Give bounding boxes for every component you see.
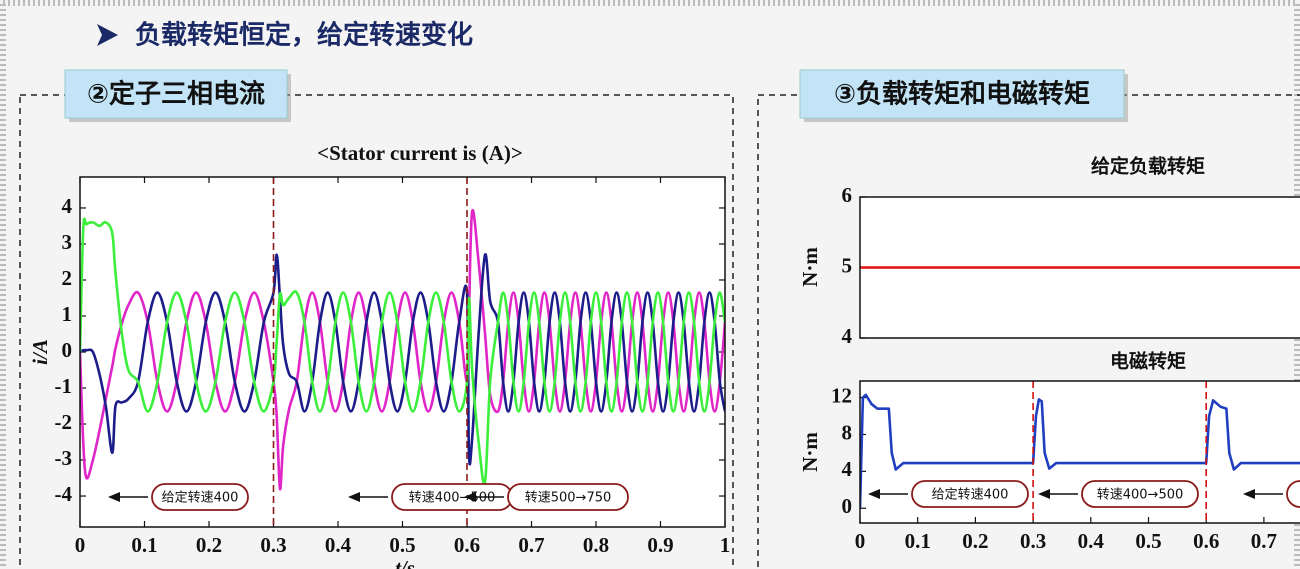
x-tick-label: 0.6 xyxy=(1193,529,1219,553)
chart-title: 给定负载转矩 xyxy=(1091,155,1205,178)
plot-frame xyxy=(79,176,726,528)
y-tick-label: 8 xyxy=(842,420,853,444)
x-tick-label: 0.3 xyxy=(260,533,286,557)
annotation-arrowhead xyxy=(1243,489,1255,499)
y-tick-label: 3 xyxy=(62,230,73,254)
y-tick-label: 12 xyxy=(831,383,852,407)
chart-title: <Stator current is (A)> xyxy=(317,141,523,165)
annotation: 转速400→500 xyxy=(409,491,496,506)
x-tick-label: 0.7 xyxy=(1251,529,1277,553)
y-axis-label: N·m xyxy=(798,247,822,287)
x-tick-label: 0 xyxy=(855,529,866,553)
y-tick-label: -3 xyxy=(55,446,73,470)
annotation-box xyxy=(1081,480,1199,508)
plot-frame xyxy=(859,196,1300,339)
x-tick-label: 0.2 xyxy=(962,529,988,553)
x-tick-label: 0.4 xyxy=(325,533,352,557)
annotation: 给定转速400 xyxy=(932,488,1009,503)
y-tick-label: 2 xyxy=(62,266,73,290)
x-tick-label: 0.4 xyxy=(1078,529,1105,553)
y-tick-label: 4 xyxy=(62,194,73,218)
y-tick-label: 6 xyxy=(842,183,853,207)
x-tick-label: 1 xyxy=(720,533,731,557)
y-tick-label: -2 xyxy=(55,410,73,434)
y-axis-label: N·m xyxy=(798,432,822,472)
series-line xyxy=(80,217,725,485)
annotation: 给定转速400 xyxy=(162,491,239,506)
annotation-arrowhead xyxy=(108,492,120,502)
x-tick-label: 0.5 xyxy=(1135,529,1161,553)
series-line xyxy=(860,393,1300,509)
x-tick-label: 0.6 xyxy=(454,533,480,557)
y-tick-label: -1 xyxy=(55,374,73,398)
series-line xyxy=(80,208,725,491)
plot-layer xyxy=(860,393,1300,509)
annotation-arrowhead xyxy=(464,492,476,502)
x-tick-label: 0.7 xyxy=(518,533,544,557)
x-tick-label: 0.2 xyxy=(196,533,222,557)
y-tick-label: 0 xyxy=(62,338,73,362)
y-tick-label: 5 xyxy=(842,253,853,277)
annotation-box xyxy=(507,483,629,511)
annotation-arrowhead xyxy=(348,492,360,502)
panel-title-box xyxy=(64,69,288,119)
page-title: 负载转矩恒定，给定转速变化 xyxy=(135,20,473,51)
x-tick-label: 0.9 xyxy=(647,533,673,557)
annotation: 转速400→500 xyxy=(1097,488,1184,503)
x-tick-label: 0.1 xyxy=(131,533,157,557)
x-tick-label: 0.3 xyxy=(1020,529,1046,553)
x-tick-label: 0.1 xyxy=(905,529,931,553)
annotation-box xyxy=(151,483,249,511)
x-tick-label: 0.5 xyxy=(389,533,415,557)
plot-frame xyxy=(859,380,1300,524)
panel-frame xyxy=(19,94,734,569)
y-axis-label: i/A xyxy=(28,339,52,365)
annotation-box xyxy=(911,480,1029,508)
panel-title: ③负载转矩和电磁转矩 xyxy=(834,79,1090,110)
annotation-arrowhead xyxy=(868,489,880,499)
chart-title: 电磁转矩 xyxy=(1110,350,1186,373)
annotation-box xyxy=(1286,480,1300,508)
y-tick-label: 4 xyxy=(842,457,853,481)
x-tick-label: 0.8 xyxy=(583,533,609,557)
y-tick-label: 1 xyxy=(62,302,73,326)
panel-title: ②定子三相电流 xyxy=(87,79,265,110)
y-tick-label: 0 xyxy=(842,494,853,518)
x-axis-label: t/s xyxy=(395,556,415,569)
y-tick-label: 4 xyxy=(842,324,853,348)
annotation-arrowhead xyxy=(1038,489,1050,499)
annotation: 转速500→750 xyxy=(525,491,612,506)
panel-title-box xyxy=(799,69,1125,119)
y-tick-label: -4 xyxy=(55,482,73,506)
bullet xyxy=(97,24,118,46)
x-tick-label: 0 xyxy=(75,533,86,557)
